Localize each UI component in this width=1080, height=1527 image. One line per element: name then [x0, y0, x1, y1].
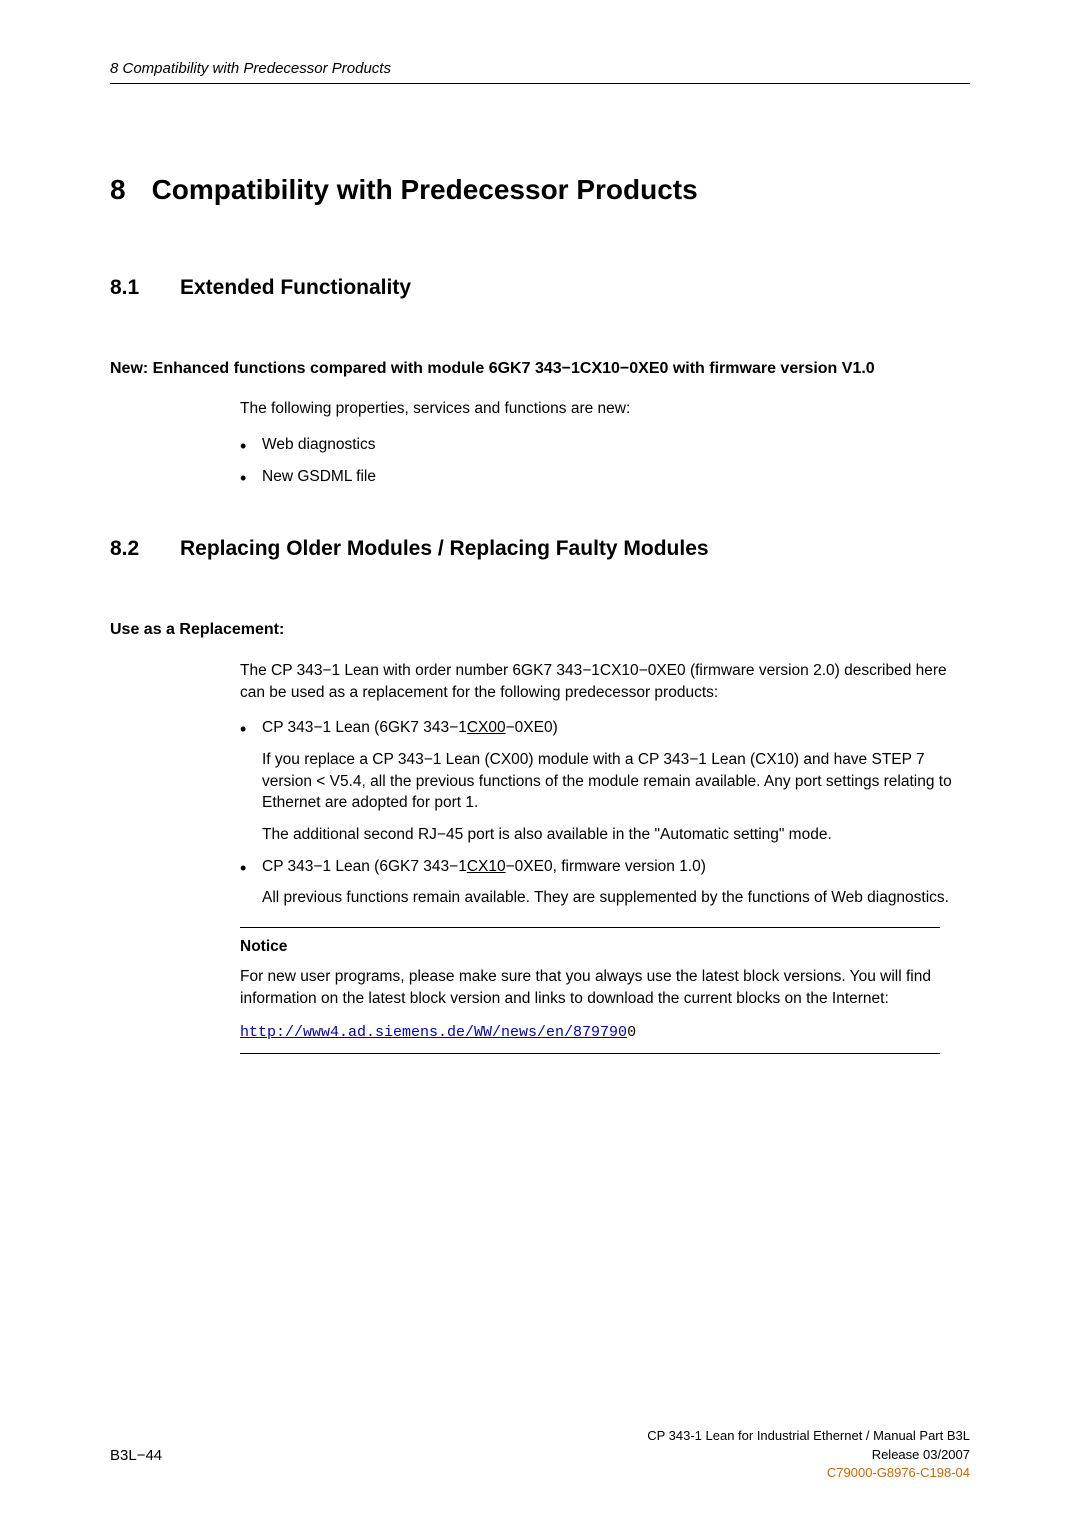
footer-line2: Release 03/2007 [110, 1446, 970, 1464]
chapter-title-text: Compatibility with Predecessor Products [152, 174, 698, 205]
section-8-2-subheading: Use as a Replacement: [110, 619, 970, 641]
item-underlined: CX10 [467, 858, 506, 875]
section-8-2-intro: The CP 343−1 Lean with order number 6GK7… [240, 660, 970, 703]
running-header: 8 Compatibility with Predecessor Product… [110, 60, 970, 84]
section-8-1-title: 8.1Extended Functionality [110, 276, 970, 300]
section-8-1-subheading: New: Enhanced functions compared with mo… [110, 358, 970, 380]
bullet-item: Web diagnostics [240, 434, 970, 456]
notice-text: For new user programs, please make sure … [240, 966, 940, 1009]
section-8-2-title: 8.2Replacing Older Modules / Replacing F… [110, 537, 970, 561]
item-underlined: CX00 [467, 719, 506, 736]
footer-line3: C79000-G8976-C198-04 [110, 1464, 970, 1482]
notice-link[interactable]: http://www4.ad.siemens.de/WW/news/en/879… [240, 1024, 627, 1041]
bullet-item: CP 343−1 Lean (6GK7 343−1CX00−0XE0) If y… [240, 717, 970, 845]
item-para2: The additional second RJ−45 port is also… [262, 824, 970, 846]
bullet-item: CP 343−1 Lean (6GK7 343−1CX10−0XE0, firm… [240, 856, 970, 909]
section-8-1-number: 8.1 [110, 276, 180, 300]
item-suffix: −0XE0, firmware version 1.0) [506, 858, 706, 875]
item-para1: If you replace a CP 343−1 Lean (CX00) mo… [262, 749, 970, 814]
section-8-1-intro: The following properties, services and f… [240, 398, 970, 420]
section-8-2-number: 8.2 [110, 537, 180, 561]
footer-line1: CP 343-1 Lean for Industrial Ethernet / … [110, 1427, 970, 1445]
section-8-2-title-text: Replacing Older Modules / Replacing Faul… [180, 537, 709, 560]
bullet-item: New GSDML file [240, 466, 970, 488]
footer-right: CP 343-1 Lean for Industrial Ethernet / … [110, 1427, 970, 1482]
section-8-1-bullets: Web diagnostics New GSDML file [240, 434, 970, 487]
section-8-1-title-text: Extended Functionality [180, 276, 411, 299]
page-footer: B3L−44 CP 343-1 Lean for Industrial Ethe… [110, 1427, 970, 1482]
item-para1: All previous functions remain available.… [262, 887, 970, 909]
notice-block: Notice For new user programs, please mak… [240, 927, 940, 1054]
item-prefix: CP 343−1 Lean (6GK7 343−1 [262, 719, 467, 736]
item-prefix: CP 343−1 Lean (6GK7 343−1 [262, 858, 467, 875]
chapter-number: 8 [110, 174, 126, 206]
notice-link-trail: 0 [627, 1024, 636, 1041]
item-suffix: −0XE0) [506, 719, 558, 736]
section-8-2-items: CP 343−1 Lean (6GK7 343−1CX00−0XE0) If y… [240, 717, 970, 909]
chapter-title: 8 Compatibility with Predecessor Products [110, 174, 970, 206]
footer-page-number: B3L−44 [110, 1447, 162, 1464]
notice-heading: Notice [240, 938, 940, 956]
